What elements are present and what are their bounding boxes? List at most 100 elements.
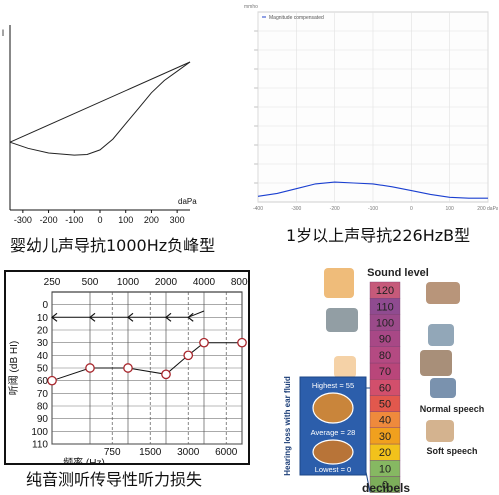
sl-x-label: decibels: [362, 481, 410, 495]
sound-level-chart: Sound level 0 10 20 30 40 50 60 70 80 90 100 110 120 N…: [276, 262, 496, 495]
ag-y-tick-label: 60: [37, 376, 49, 387]
sl-annotation: Normal speech: [420, 404, 485, 414]
sl-illustration: [426, 282, 460, 304]
sl-band-label: 110: [376, 301, 394, 313]
ag-bone-marker: [51, 312, 58, 322]
ag-bone-marker: [89, 312, 96, 322]
ag-air-marker: [47, 375, 57, 386]
tl-axes: [9, 25, 190, 211]
ag-y-tick-label: 90: [37, 414, 49, 425]
tl-x-tick-label: 200: [144, 215, 159, 225]
sl-illustration: [426, 420, 454, 442]
tl-x-tick-label: 300: [170, 215, 185, 225]
tr-x-tick-label: -400: [253, 206, 263, 212]
ag-air-marker: [183, 350, 194, 361]
sl-annotation: Soft speech: [426, 446, 477, 456]
tl-x-tick-label: -300: [14, 215, 32, 225]
sl-illustration: [428, 324, 454, 346]
sl-title: Sound level: [367, 267, 429, 279]
sl-illustration: [430, 378, 456, 398]
sl-illustration: [324, 268, 354, 298]
tr-grid: [254, 11, 489, 203]
tl-series: [9, 61, 191, 156]
ag-grid: [51, 291, 243, 445]
ag-air-line: [51, 342, 242, 382]
tr-x-tick-label: -300: [291, 206, 301, 212]
ag-x-tick-label-top: 500: [82, 277, 99, 288]
ag-y-tick-label: 100: [31, 427, 48, 438]
ag-x-tick-label-bottom: 3000: [177, 447, 200, 458]
ag-y-tick-label: 30: [37, 338, 49, 349]
sl-body: Sound level 0 10 20 30 40 50 60 70 80 90 100 110 120 N…: [276, 262, 496, 495]
ag-x-tick-label-top: 4000: [193, 277, 216, 288]
ag-bone-marker: [165, 312, 172, 322]
sl-band-label: 60: [379, 382, 391, 394]
tr-x-tick-label: -200: [330, 206, 340, 212]
ag-air-marker: [123, 363, 133, 373]
sl-band-label: 120: [376, 285, 394, 297]
ag-air-marker: [85, 363, 95, 373]
sl-band-label: 50: [379, 399, 391, 411]
ag-y-tick-label: 70: [37, 389, 49, 400]
ag-bone-marker: [187, 312, 194, 322]
tr-x-tick-label: -100: [368, 206, 378, 212]
sl-illustration: [420, 350, 452, 376]
tl-x-label: daPa: [178, 197, 197, 206]
tl-x-tick-label: 0: [97, 215, 102, 225]
tl-ticks: l daPa -300 -200 -100 0 100 200 300: [2, 28, 197, 225]
ag-bone-line: [52, 310, 205, 318]
ag-air-marker: [161, 369, 171, 380]
sl-band-label: 70: [379, 366, 391, 378]
sl-lowest: Lowest = 0: [315, 465, 351, 474]
tympanogram-1000hz-chart: l daPa -300 -200 -100 0 100 200 300: [2, 25, 197, 225]
sl-band-label: 90: [379, 334, 391, 346]
ag-x-tick-label-bottom: 1500: [139, 447, 162, 458]
ag-bone-marker: [127, 312, 134, 322]
sl-band-label: 30: [379, 431, 391, 443]
sl-highest: Highest = 55: [312, 381, 354, 390]
tl-y-label: l: [2, 28, 4, 38]
ag-x-tick-label-top: 8000: [231, 277, 250, 288]
ag-series: [47, 310, 247, 386]
sl-connector: [365, 471, 371, 493]
tr-y-label: mmho: [244, 4, 258, 10]
caption-tr: 1岁以上声导抗226HzB型: [286, 226, 471, 245]
sl-side-label: Hearing loss with ear fluid: [283, 376, 292, 476]
tr-series-line-0: [257, 181, 488, 199]
sl-eardrum-bottom: [312, 439, 354, 465]
caption-tl: 婴幼儿声导抗1000Hz负峰型: [10, 236, 216, 255]
sl-band: [369, 281, 401, 299]
sl-illustration: [326, 308, 358, 332]
sl-band-label: 80: [379, 350, 391, 362]
ag-y-tick-label: 50: [37, 364, 49, 375]
tl-x-tick-label: 100: [118, 215, 133, 225]
sl-band-label: 0: [382, 480, 388, 492]
tr-x-tick-label: 100: [445, 206, 454, 212]
tl-series-line-0: [9, 61, 191, 143]
tl-series-line-1: [9, 61, 191, 156]
ag-y-label: 听阈 (dB HI): [7, 341, 20, 395]
tl-x-tick-label: -200: [40, 215, 58, 225]
tr-series: [257, 181, 488, 199]
ag-air-marker: [237, 337, 247, 348]
sl-eardrum-top: [312, 392, 354, 424]
sl-band-label: 40: [379, 415, 391, 427]
tl-x-tick-label: -100: [65, 215, 83, 225]
ag-y-tick-label: 10: [37, 313, 49, 324]
sl-illustration: [334, 356, 356, 378]
sl-band-label: 100: [376, 318, 394, 330]
ag-y-tick-label: 0: [42, 300, 48, 311]
ag-air-marker: [199, 337, 209, 348]
ag-y-tick-label: 80: [37, 402, 49, 413]
tr-ticks: -400 -300 -200 -100 0 100 200 daPa mmho Magnitud…: [244, 4, 498, 212]
sl-band-label: 10: [379, 463, 391, 475]
caption-bl: 纯音测听传导性听力损失: [26, 470, 203, 489]
tr-x-tick-label: 0: [410, 206, 413, 212]
ag-x-tick-label-top: 2000: [155, 277, 178, 288]
ag-x-label: 频率 (Hz): [63, 456, 105, 465]
tympanogram-226hz-chart: -400 -300 -200 -100 0 100 200 daPa mmho Magnitud…: [244, 4, 498, 212]
tr-legend-label: Magnitude compensated: [269, 15, 324, 21]
ag-y-tick-label: 20: [37, 326, 49, 337]
